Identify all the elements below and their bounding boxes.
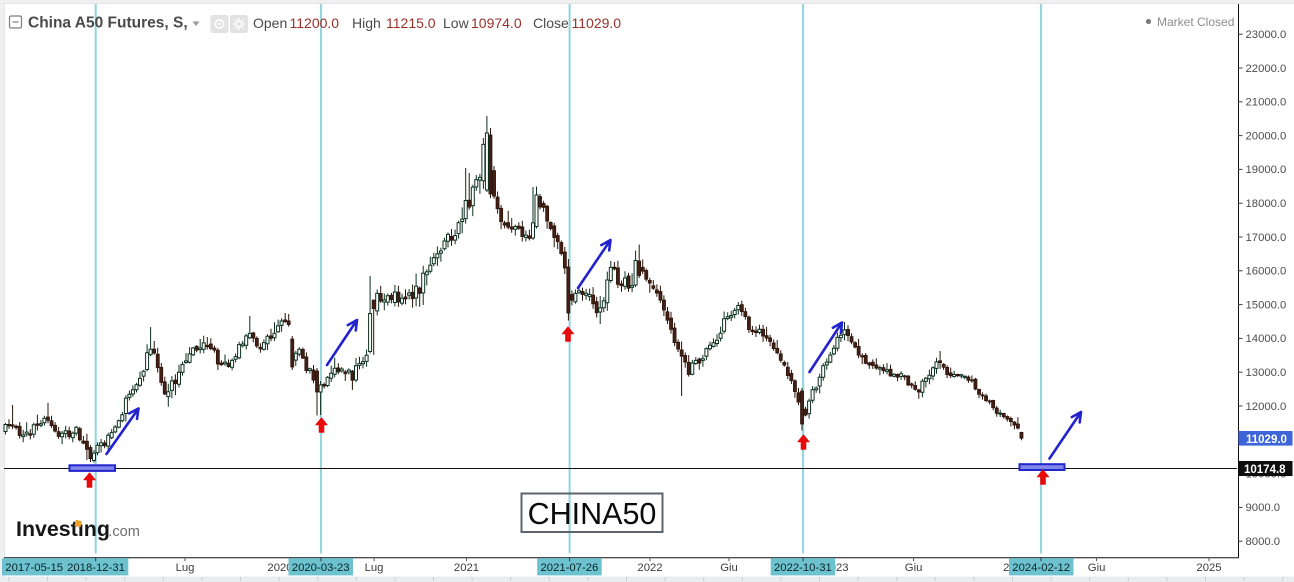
svg-text:2020: 2020 [267, 562, 292, 574]
svg-text:Investıng: Investıng [16, 517, 110, 541]
svg-text:11029.0: 11029.0 [572, 15, 622, 31]
svg-text:17000.0: 17000.0 [1246, 232, 1287, 244]
svg-text:Market Closed: Market Closed [1157, 15, 1234, 29]
svg-text:2021: 2021 [454, 562, 479, 574]
svg-text:15000.0: 15000.0 [1246, 299, 1287, 311]
svg-text:China A50 Futures, S,: China A50 Futures, S, [28, 15, 188, 32]
svg-text:2017-05-15: 2017-05-15 [5, 562, 63, 574]
svg-text:2018-12-31: 2018-12-31 [67, 562, 125, 574]
svg-text:22000.0: 22000.0 [1246, 63, 1287, 75]
svg-text:9000.0: 9000.0 [1246, 502, 1281, 514]
svg-text:21000.0: 21000.0 [1246, 97, 1287, 109]
svg-text:CHINA50: CHINA50 [528, 497, 657, 531]
svg-text:2025: 2025 [1196, 562, 1221, 574]
svg-text:19000.0: 19000.0 [1246, 164, 1287, 176]
svg-text:11200.0: 11200.0 [290, 15, 340, 31]
svg-text:2: 2 [1003, 562, 1009, 574]
svg-text:18000.0: 18000.0 [1246, 198, 1287, 210]
svg-text:11029.0: 11029.0 [1246, 434, 1287, 446]
svg-text:Open: Open [253, 15, 287, 31]
svg-text:13000.0: 13000.0 [1246, 367, 1287, 379]
svg-text:14000.0: 14000.0 [1246, 333, 1287, 345]
svg-text:Close: Close [533, 15, 569, 31]
svg-text:2024-02-12: 2024-02-12 [1012, 562, 1070, 574]
svg-text:16000.0: 16000.0 [1246, 266, 1287, 278]
svg-text:2022-10-31: 2022-10-31 [774, 562, 832, 574]
svg-text:10974.0: 10974.0 [471, 15, 522, 31]
svg-text:10174.8: 10174.8 [1244, 464, 1286, 476]
svg-text:High: High [352, 15, 381, 31]
svg-text:Lug: Lug [176, 562, 195, 574]
svg-text:Giu: Giu [1088, 562, 1106, 574]
svg-text:.com: .com [108, 524, 140, 540]
svg-text:Lug: Lug [365, 562, 384, 574]
svg-text:2022: 2022 [637, 562, 662, 574]
svg-text:11215.0: 11215.0 [386, 15, 436, 31]
svg-text:23000.0: 23000.0 [1246, 29, 1287, 41]
svg-text:20000.0: 20000.0 [1246, 130, 1287, 142]
svg-text:Giu: Giu [720, 562, 738, 574]
svg-text:8000.0: 8000.0 [1246, 536, 1281, 548]
svg-text:Low: Low [443, 15, 470, 31]
svg-text:2020-03-23: 2020-03-23 [292, 562, 350, 574]
svg-text:2021-07-26: 2021-07-26 [541, 562, 599, 574]
svg-text:12000.0: 12000.0 [1246, 401, 1287, 413]
svg-text:Giu: Giu [905, 562, 923, 574]
